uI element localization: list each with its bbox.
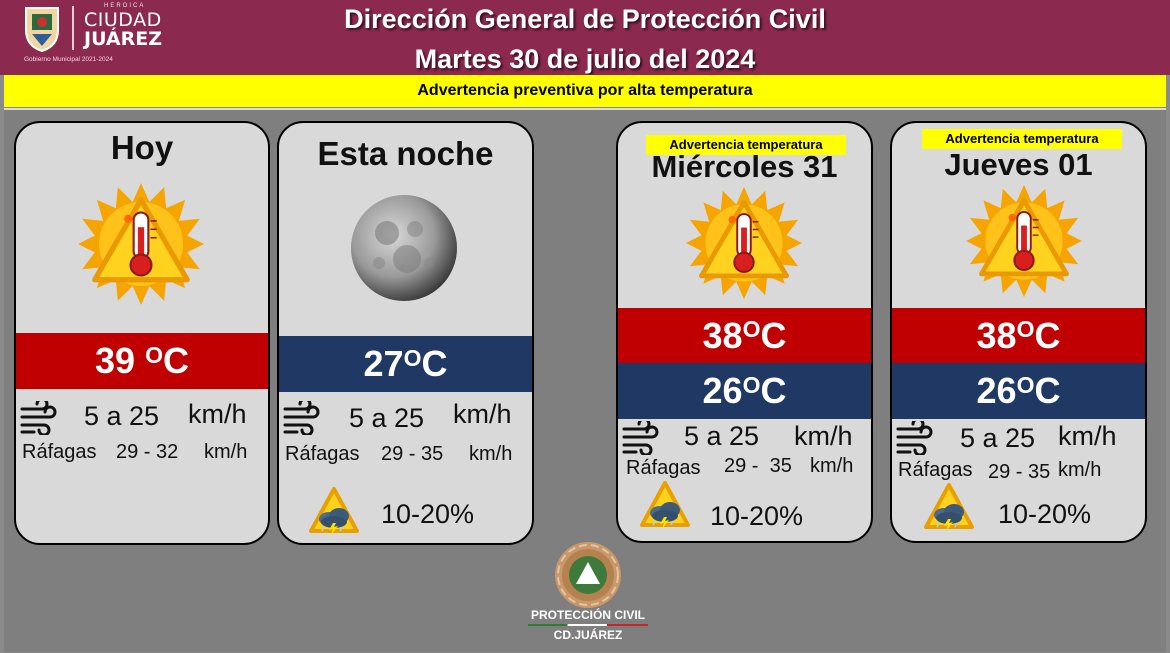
forecast-card-tonight: Esta noche 27OC 5 a 25 km/h Ráfagas 29 -… bbox=[277, 121, 534, 545]
storm-warning-icon bbox=[924, 483, 974, 533]
gust-label: Ráfagas bbox=[22, 441, 97, 463]
wind-speed: 5 a 25 bbox=[960, 423, 1036, 453]
gust-label: Ráfagas bbox=[285, 443, 360, 465]
storm-warning-icon bbox=[640, 481, 690, 531]
card-title: Jueves 01 bbox=[944, 147, 1093, 182]
degree-symbol: O bbox=[742, 372, 761, 398]
wind-icon bbox=[20, 401, 57, 435]
wind-icon bbox=[622, 421, 659, 455]
temp-unit: C bbox=[760, 370, 787, 411]
header-bar: HEROICA CIUDAD JUÁREZ Gobierno Municipal… bbox=[0, 0, 1170, 75]
wind-unit: km/h bbox=[1058, 421, 1117, 451]
temp-unit: C bbox=[760, 315, 787, 356]
footer-org-city: CD.JUÁREZ bbox=[553, 628, 623, 642]
footer-org-name: PROTECCIÓN CIVIL bbox=[530, 608, 645, 622]
temperature-warning-tag: Advertencia temperatura bbox=[646, 135, 846, 155]
logo-city-text: CIUDAD bbox=[84, 9, 162, 31]
temp-high-value: 38 bbox=[976, 315, 1017, 356]
degree-symbol: O bbox=[403, 345, 422, 371]
temp-unit: C bbox=[1034, 315, 1061, 356]
degree-symbol: O bbox=[145, 342, 163, 368]
wind-icon bbox=[896, 421, 933, 455]
gust-unit: km/h bbox=[469, 443, 513, 465]
card-title: Miércoles 31 bbox=[651, 149, 838, 184]
logo-gov-text: Gobierno Municipal 2021-2024 bbox=[24, 56, 113, 63]
temperature-warning-tag: Advertencia temperatura bbox=[922, 129, 1122, 149]
logo-heroica-text: HEROICA bbox=[104, 3, 146, 9]
temp-unit: C bbox=[421, 343, 448, 384]
gust-unit: km/h bbox=[204, 441, 248, 463]
wind-icon bbox=[283, 401, 320, 435]
forecast-card-today: Hoy 39 OC 5 a 25 km/h Ráfagas 29 - 32 km… bbox=[14, 121, 270, 545]
wind-speed: 5 a 25 bbox=[349, 403, 425, 433]
wind-speed: 5 a 25 bbox=[684, 421, 760, 451]
advisory-banner: Advertencia preventiva por alta temperat… bbox=[4, 75, 1166, 107]
gust-unit: km/h bbox=[810, 455, 854, 477]
moon-icon bbox=[351, 195, 457, 301]
forecast-card-thursday: Advertencia temperatura Jueves 01 38OC 2… bbox=[890, 121, 1147, 543]
temp-low-band: 27OC bbox=[279, 336, 532, 392]
card-title: Hoy bbox=[110, 129, 174, 166]
forecast-card-wednesday: Advertencia temperatura Miércoles 31 38O… bbox=[616, 121, 873, 543]
gust-range: 29 - 35 bbox=[988, 461, 1051, 483]
wind-unit: km/h bbox=[794, 421, 853, 451]
degree-symbol: O bbox=[1016, 316, 1035, 342]
degree-symbol: O bbox=[742, 316, 761, 342]
temp-high-band: 39 OC bbox=[16, 333, 268, 389]
temp-low-band: 26OC bbox=[892, 363, 1145, 419]
heat-warning-sun-icon bbox=[686, 185, 802, 301]
heat-warning-sun-icon bbox=[966, 183, 1082, 299]
rain-probability: 10-20% bbox=[710, 501, 804, 531]
gust-unit: km/h bbox=[1058, 459, 1102, 481]
storm-warning-icon bbox=[309, 487, 359, 537]
page-date: Martes 30 de julio del 2024 bbox=[414, 44, 756, 74]
logo-juarez-text: JUÁREZ bbox=[84, 28, 163, 50]
temp-high-value: 38 bbox=[702, 315, 743, 356]
proteccion-civil-logo-icon bbox=[555, 542, 621, 608]
gust-range: 29 - 35 bbox=[381, 443, 444, 465]
wind-unit: km/h bbox=[188, 399, 247, 429]
card-title: Esta noche bbox=[317, 135, 494, 172]
temp-high-band: 38OC bbox=[892, 308, 1145, 363]
gust-label: Ráfagas bbox=[898, 459, 973, 481]
temp-high-value: 39 bbox=[95, 340, 136, 381]
heat-warning-sun-icon bbox=[78, 181, 204, 307]
temp-low-band: 26OC bbox=[618, 363, 871, 419]
temp-unit: C bbox=[162, 340, 189, 381]
degree-symbol: O bbox=[1016, 372, 1035, 398]
municipal-logo: HEROICA CIUDAD JUÁREZ Gobierno Municipal… bbox=[18, 0, 168, 72]
logo-divider bbox=[72, 6, 74, 50]
wind-speed: 5 a 25 bbox=[84, 401, 160, 431]
temp-high-band: 38OC bbox=[618, 308, 871, 363]
gust-range: 29 - 35 bbox=[724, 455, 792, 477]
rain-probability: 10-20% bbox=[381, 499, 475, 529]
temp-low-value: 26 bbox=[976, 370, 1017, 411]
footer-flag-line bbox=[528, 624, 648, 626]
gust-label: Ráfagas bbox=[626, 457, 701, 479]
page-title: Dirección General de Protección Civil bbox=[344, 4, 826, 34]
gust-range: 29 - 32 bbox=[116, 441, 179, 463]
temp-low-value: 27 bbox=[363, 343, 404, 384]
coat-of-arms-icon bbox=[25, 7, 59, 52]
wind-unit: km/h bbox=[453, 399, 512, 429]
temp-unit: C bbox=[1034, 370, 1061, 411]
temp-low-value: 26 bbox=[702, 370, 743, 411]
rain-probability: 10-20% bbox=[998, 499, 1092, 529]
